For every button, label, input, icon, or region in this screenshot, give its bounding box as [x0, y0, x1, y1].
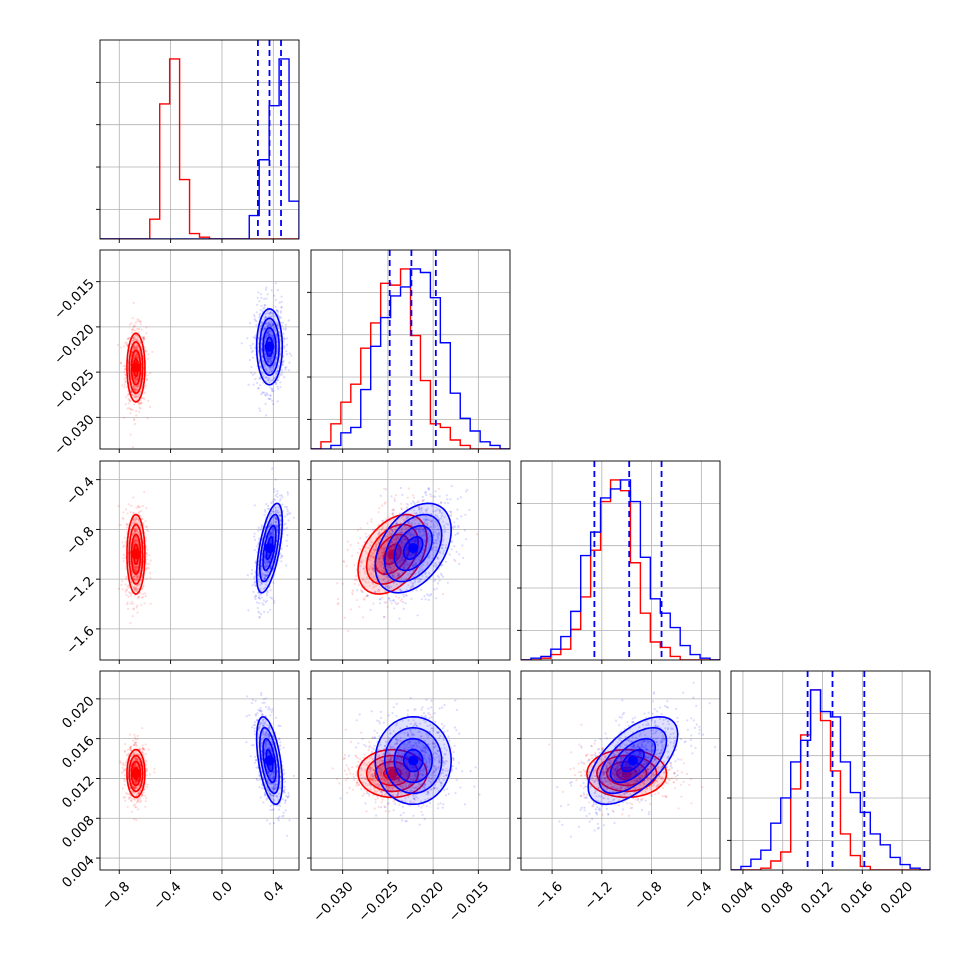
x-tick-label-col2-1: −1.2 [581, 879, 615, 913]
x-tick-label-col1-0: −0.030 [310, 879, 357, 926]
y-tick-label-row2-1: −1.2 [63, 573, 97, 607]
panel-3-1: −0.030−0.025−0.020−0.015 [307, 670, 511, 926]
x-tick-label-col0-3: 0.4 [261, 879, 288, 906]
hist-2-series-0 [521, 479, 720, 660]
panel-3-2: −1.6 −1.2 −0.8 −0.4 [517, 670, 721, 913]
panel-2-2 [517, 460, 721, 664]
frame-2-0 [99, 460, 300, 661]
frame-2-2 [520, 460, 721, 661]
panel-2-0: −1.6 −1.2 −0.8 −0.4 [63, 460, 300, 664]
density-peak-3-0-series-1 [264, 755, 275, 766]
hist-3-series-1 [731, 689, 930, 870]
density-peak-2-0-series-0 [130, 549, 141, 560]
y-tick-label-row2-3: −0.4 [63, 474, 97, 508]
hist-0-series-1 [100, 58, 299, 239]
density-peak-1-0-series-0 [130, 362, 141, 373]
y-tick-label-row2-2: −0.8 [63, 524, 97, 558]
x-tick-label-col3-4: 0.020 [877, 879, 916, 918]
y-tick-label-row1-3: −0.015 [51, 276, 98, 323]
x-tick-label-col0-2: 0.0 [209, 879, 236, 906]
x-tick-label-col3-2: 0.012 [798, 879, 837, 918]
density-peak-3-2-series-1 [627, 755, 638, 766]
density-peak-2-1-series-1 [408, 543, 419, 554]
density-peak-1-0-series-1 [264, 341, 275, 352]
x-tick-label-col3-3: 0.016 [838, 879, 877, 918]
x-tick-label-col1-2: −0.020 [400, 879, 447, 926]
x-tick-label-col1-1: −0.025 [355, 879, 402, 926]
x-tick-label-col0-0: −0.8 [99, 879, 133, 913]
y-tick-label-row2-0: −1.6 [63, 623, 97, 657]
y-tick-label-row3-1: 0.008 [59, 813, 98, 852]
y-tick-label-row3-2: 0.012 [59, 773, 98, 812]
x-tick-label-col3-1: 0.008 [758, 879, 797, 918]
density-peak-3-1-series-1 [408, 755, 419, 766]
y-tick-label-row3-4: 0.020 [59, 693, 98, 732]
y-tick-label-row1-1: −0.025 [51, 366, 98, 413]
x-tick-label-col2-3: −0.4 [681, 879, 715, 913]
hist-1-series-1 [311, 268, 510, 449]
y-tick-label-row3-0: 0.004 [59, 852, 98, 891]
frame-3-0 [99, 670, 300, 871]
y-tick-label-row1-0: −0.030 [51, 412, 98, 459]
x-tick-label-col2-0: −1.6 [532, 879, 566, 913]
x-tick-label-col1-3: −0.015 [446, 879, 493, 926]
density-peak-2-0-series-1 [264, 543, 275, 554]
panel-2-1 [307, 460, 511, 664]
frame-0-0 [99, 39, 300, 240]
y-tick-label-row1-2: −0.020 [51, 321, 98, 368]
frame-2-1 [310, 460, 511, 661]
panel-1-0: −0.030−0.025−0.020−0.015 [51, 249, 300, 459]
panel-0-0 [96, 39, 300, 243]
x-tick-label-col0-1: −0.4 [150, 879, 184, 913]
frame-1-1 [310, 249, 511, 450]
hist-3-series-0 [731, 689, 930, 870]
hist-1-series-0 [311, 268, 510, 449]
panel-1-1 [307, 249, 511, 453]
density-peak-3-0-series-0 [130, 768, 141, 779]
density-peak-3-1-series-0 [387, 768, 398, 779]
frame-3-3 [730, 670, 931, 871]
x-tick-label-col3-0: 0.004 [718, 879, 757, 918]
y-tick-label-row3-3: 0.016 [59, 733, 98, 772]
frame-1-0 [99, 249, 300, 450]
panel-3-3: 0.004 0.008 0.012 0.016 0.020 [718, 670, 931, 918]
frame-3-1 [310, 670, 511, 871]
hist-2-series-1 [521, 479, 720, 660]
hist-0-series-0 [100, 58, 299, 239]
x-tick-label-col2-2: −0.8 [631, 879, 665, 913]
frame-3-2 [520, 670, 721, 871]
